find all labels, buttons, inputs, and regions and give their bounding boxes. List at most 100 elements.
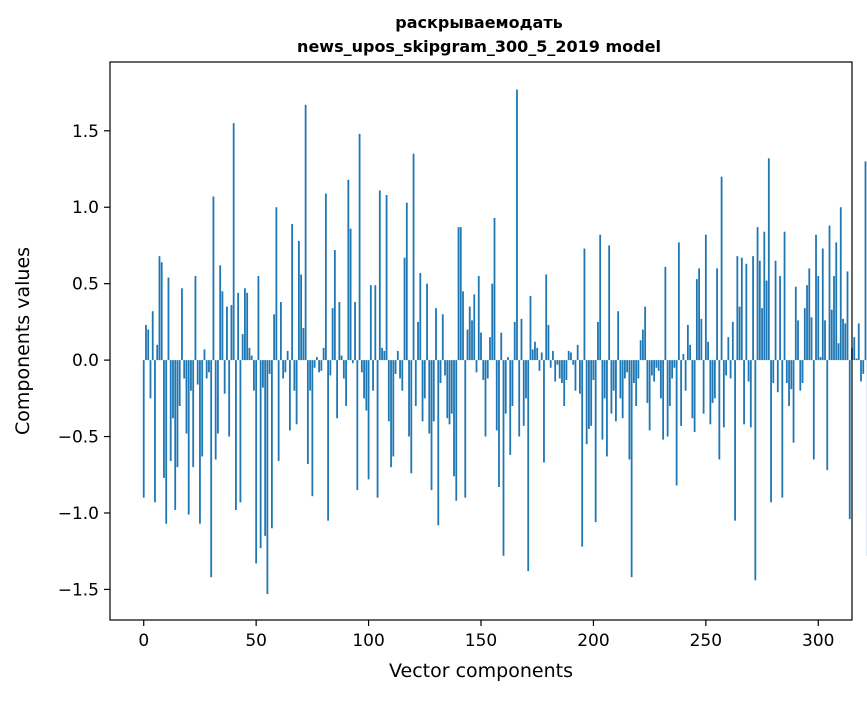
bar — [754, 360, 756, 580]
bar — [629, 360, 631, 459]
bar — [602, 360, 604, 440]
bar — [838, 343, 840, 360]
bar — [500, 333, 502, 361]
bar — [534, 342, 536, 360]
bar — [678, 242, 680, 360]
bar — [655, 360, 657, 368]
bar — [154, 360, 156, 502]
bar — [467, 330, 469, 361]
bar — [172, 360, 174, 418]
bar — [487, 360, 489, 378]
bar — [644, 307, 646, 361]
y-tick-label: 0.0 — [72, 351, 99, 371]
bar — [401, 360, 403, 391]
bar — [350, 229, 352, 360]
bar — [397, 351, 399, 360]
x-tick-label: 100 — [352, 631, 384, 651]
bar — [237, 293, 239, 360]
bar — [817, 276, 819, 360]
bar — [766, 281, 768, 361]
bar — [240, 360, 242, 502]
bar — [476, 360, 478, 372]
bar — [264, 360, 266, 536]
bar — [575, 360, 577, 391]
bar — [410, 360, 412, 473]
bar — [352, 360, 354, 363]
x-tick-label: 250 — [690, 631, 722, 651]
bar — [696, 279, 698, 360]
bar — [440, 360, 442, 383]
bar — [235, 360, 237, 510]
bar — [620, 360, 622, 398]
bar — [685, 360, 687, 391]
bar — [489, 337, 491, 360]
bar — [289, 360, 291, 430]
bar — [482, 360, 484, 380]
bar — [242, 334, 244, 360]
bar — [768, 158, 770, 360]
bar — [183, 360, 185, 378]
bar — [152, 311, 154, 360]
bar — [444, 360, 446, 375]
bar — [161, 262, 163, 360]
bar — [536, 348, 538, 360]
bar — [829, 226, 831, 361]
bar — [687, 325, 689, 360]
bar — [700, 319, 702, 360]
bar — [671, 360, 673, 378]
bar — [539, 360, 541, 371]
bar — [426, 284, 428, 360]
y-axis-label: Components values — [12, 247, 34, 435]
bar — [233, 123, 235, 360]
bar — [561, 360, 563, 383]
bar — [273, 314, 275, 360]
bar — [428, 360, 430, 433]
bar — [208, 360, 210, 372]
bar — [460, 227, 462, 360]
bar — [309, 360, 311, 391]
bar — [278, 360, 280, 461]
y-tick-label: 1.5 — [72, 122, 99, 142]
bar — [165, 360, 167, 524]
bar — [775, 261, 777, 360]
bar — [820, 357, 822, 360]
bar — [651, 360, 653, 375]
bar — [392, 360, 394, 456]
bar — [458, 227, 460, 360]
bar — [433, 360, 435, 421]
bar — [365, 360, 367, 410]
bar — [532, 349, 534, 360]
bar — [757, 227, 759, 360]
bar — [633, 360, 635, 383]
bar — [826, 360, 828, 470]
bar — [480, 333, 482, 361]
bar — [275, 207, 277, 360]
x-tick-label: 50 — [245, 631, 267, 651]
bar — [543, 360, 545, 462]
bar — [530, 296, 532, 360]
bar — [354, 302, 356, 360]
bar — [374, 285, 376, 360]
bar — [673, 360, 675, 368]
bar — [860, 360, 862, 381]
bar — [813, 360, 815, 459]
bar — [345, 360, 347, 406]
bar — [190, 360, 192, 391]
bar — [478, 276, 480, 360]
bar — [302, 328, 304, 360]
bar — [718, 360, 720, 459]
bar — [199, 360, 201, 524]
y-tick-label: −1.5 — [58, 580, 99, 600]
bar — [424, 360, 426, 398]
bar — [617, 311, 619, 360]
x-tick-label: 300 — [802, 631, 834, 651]
bar — [523, 360, 525, 426]
bar — [284, 360, 286, 372]
bar — [404, 258, 406, 360]
bar — [177, 360, 179, 467]
bar — [554, 360, 556, 381]
bar — [512, 360, 514, 406]
bar — [518, 360, 520, 436]
y-tick-label: −1.0 — [58, 504, 99, 524]
